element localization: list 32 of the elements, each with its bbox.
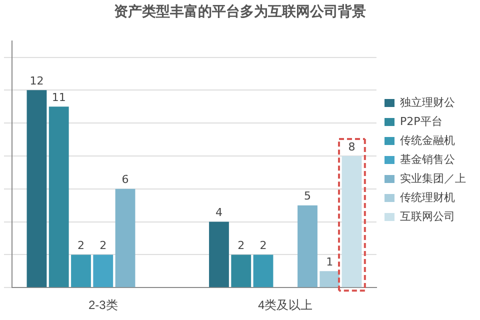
legend-label: 基金销售公 <box>400 152 455 166</box>
bar <box>26 90 47 288</box>
bar <box>209 222 229 288</box>
legend-label: 传统理财机 <box>400 190 455 204</box>
bar <box>253 254 274 288</box>
bar <box>115 188 136 288</box>
data-label: 1 <box>326 256 334 269</box>
bar <box>93 254 114 288</box>
data-label: 2 <box>100 239 107 252</box>
legend-label: 传统金融机 <box>400 134 455 147</box>
data-label: 4 <box>215 206 222 220</box>
bar <box>48 106 69 288</box>
data-label: 2 <box>238 239 245 252</box>
x-tick-label: 4类及以上 <box>258 298 313 312</box>
bar <box>342 156 362 288</box>
legend-label: P2P平台 <box>400 114 442 128</box>
data-label: 5 <box>304 190 312 203</box>
data-label: 8 <box>348 140 356 154</box>
bar <box>71 254 91 288</box>
legend-label: 独立理财公 <box>400 96 455 109</box>
chart-title: 资产类型丰富的平台多为互联网公司背景 <box>114 3 366 20</box>
data-label: 6 <box>122 173 129 186</box>
data-label: 2 <box>77 239 84 252</box>
legend-label: 实业集团／上 <box>400 172 466 185</box>
bar <box>298 205 318 288</box>
data-label: 12 <box>30 74 44 88</box>
data-label: 11 <box>52 90 66 104</box>
bar <box>320 271 340 288</box>
bar <box>231 254 252 288</box>
data-label: 2 <box>260 239 267 252</box>
x-tick-label: 2-3类 <box>88 298 118 312</box>
legend-label: 互联网公司 <box>400 210 455 223</box>
